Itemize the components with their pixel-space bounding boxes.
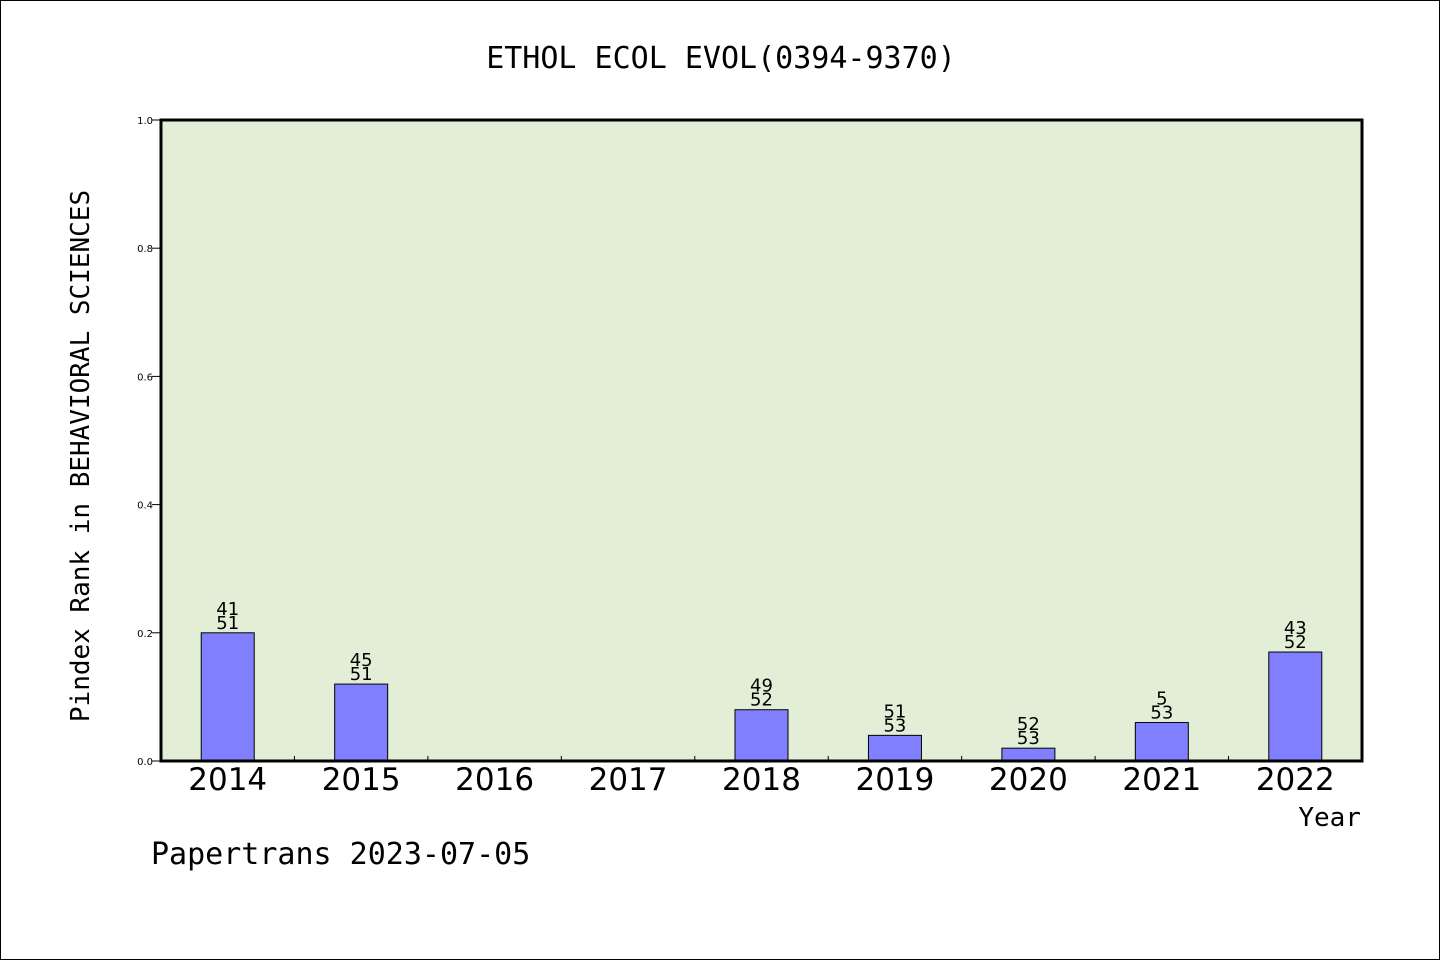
bar-2020 — [1001, 747, 1056, 762]
y-tick-label: 0.2 — [137, 629, 153, 640]
y-ticks-group: 0.0 0.2 0.4 0.6 0.8 1.0 — [137, 116, 161, 768]
rank-label: 49 — [750, 676, 773, 697]
chart-title: ETHOL ECOL EVOL(0394-9370) — [486, 41, 956, 76]
bar-2014 — [200, 632, 255, 762]
bar-2022 — [1268, 651, 1323, 762]
total-label: 51 — [216, 613, 239, 634]
total-label: 52 — [750, 690, 773, 711]
x-tick-label: 2019 — [855, 762, 934, 798]
y-tick-label: 0.6 — [137, 372, 153, 383]
total-label: 51 — [350, 664, 373, 685]
y-tick-label: 0.0 — [137, 757, 153, 768]
y-axis-label: Pindex Rank in BEHAVIORAL SCIENCES — [66, 190, 96, 722]
x-axis-label: Year — [1298, 803, 1361, 833]
rank-label: 5 — [1156, 689, 1167, 710]
rank-label: 43 — [1284, 618, 1307, 639]
x-tick-label: 2016 — [455, 762, 534, 798]
total-label: 52 — [1284, 632, 1307, 653]
x-tick-label: 2021 — [1122, 762, 1201, 798]
rank-label: 45 — [350, 650, 373, 671]
bar-2021 — [1134, 722, 1189, 762]
x-tick-label: 2020 — [989, 762, 1068, 798]
bars-group — [200, 632, 1323, 762]
x-tick-label: 2018 — [722, 762, 801, 798]
y-tick-label: 1.0 — [137, 116, 153, 127]
total-label: 53 — [883, 715, 906, 736]
bar-2019 — [867, 734, 922, 762]
rank-label: 41 — [216, 599, 239, 620]
plot-border — [159, 118, 1364, 763]
x-ticks-group: 2014 2015 2016 2017 2018 2019 2020 2021 2022 — [188, 756, 1335, 798]
x-tick-label: 2014 — [188, 762, 267, 798]
x-tick-label: 2015 — [322, 762, 401, 798]
x-tick-label: 2017 — [589, 762, 668, 798]
rank-label: 52 — [1017, 714, 1040, 735]
bar-2015 — [334, 683, 389, 762]
y-tick-label: 0.4 — [137, 501, 153, 512]
bar-2018 — [734, 709, 789, 762]
y-tick-label: 0.8 — [137, 244, 153, 255]
x-tick-label: 2022 — [1256, 762, 1335, 798]
total-label: 53 — [1017, 728, 1040, 749]
rank-label: 51 — [883, 701, 906, 722]
plot-area — [161, 120, 1362, 761]
footer-text: Papertrans 2023-07-05 — [151, 837, 530, 872]
total-label: 53 — [1150, 703, 1173, 724]
